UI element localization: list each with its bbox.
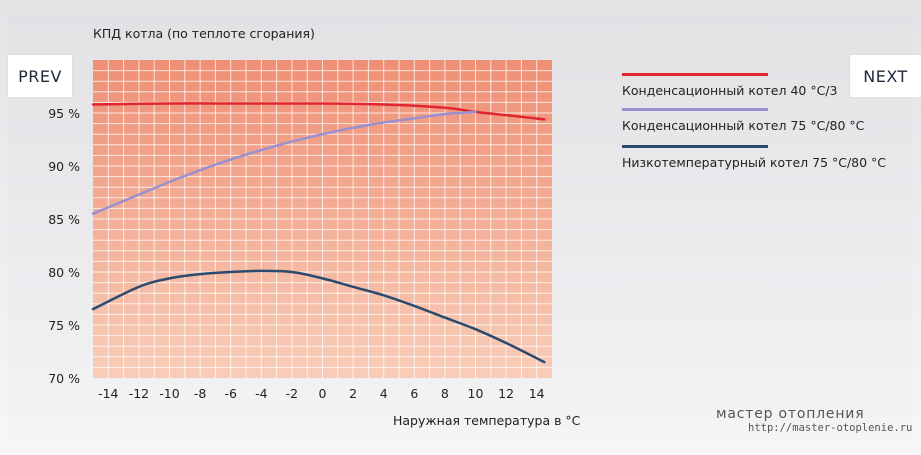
y-tick-label: 70 % (48, 371, 80, 386)
x-tick-label: -12 (129, 386, 149, 401)
x-tick-label: 10 (468, 386, 484, 401)
x-axis-title: Наружная температура в °C (393, 413, 581, 428)
series-line-1 (91, 102, 546, 121)
y-tick-label: 90 % (48, 159, 80, 174)
x-tick-label: -2 (286, 386, 298, 401)
x-tick-label: 0 (319, 386, 327, 401)
x-tick-label: 6 (410, 386, 418, 401)
legend-label: Конденсационный котел 75 °C/80 °C (622, 118, 865, 133)
y-tick-label: 80 % (48, 265, 80, 280)
x-tick-label: 2 (349, 386, 357, 401)
next-button[interactable]: NEXT (850, 55, 921, 97)
x-tick-label: -14 (98, 386, 118, 401)
x-tick-label: -4 (255, 386, 268, 401)
x-tick-label: 12 (498, 386, 514, 401)
legend-swatch (622, 108, 768, 111)
y-tick-label: 85 % (48, 212, 80, 227)
prev-button[interactable]: PREV (8, 55, 72, 97)
watermark: мастер отопления http://master-otoplenie… (716, 406, 916, 434)
legend-label: Конденсационный котел 40 °C/3 (622, 83, 838, 98)
series-line-2 (91, 110, 477, 215)
y-axis-title: КПД котла (по теплоте сгорания) (93, 26, 315, 41)
x-tick-label: 8 (441, 386, 449, 401)
x-tick-label: 4 (380, 386, 388, 401)
x-tick-label: -8 (194, 386, 207, 401)
x-tick-label: -6 (224, 386, 237, 401)
x-tick-label: -10 (159, 386, 179, 401)
legend-label: Низкотемпературный котел 75 °C/80 °C (622, 155, 887, 170)
x-tick-label: 14 (529, 386, 545, 401)
legend-swatch (622, 145, 768, 148)
legend-swatch (622, 73, 768, 76)
y-tick-label: 95 % (48, 106, 80, 121)
y-tick-label: 75 % (48, 318, 80, 333)
watermark-url: http://master-otoplenie.ru (748, 422, 913, 434)
series-line-3 (91, 269, 546, 364)
watermark-title: мастер отопления (716, 406, 865, 422)
